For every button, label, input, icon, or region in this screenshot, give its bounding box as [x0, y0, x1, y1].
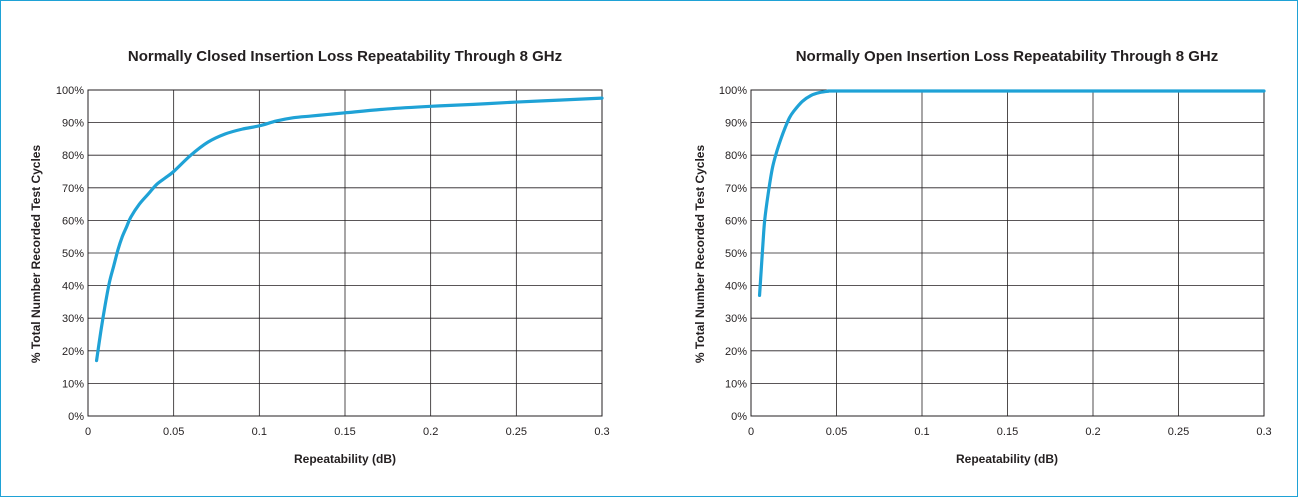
x-tick-label: 0.15: [334, 426, 355, 438]
y-tick-label: 70%: [62, 183, 84, 195]
y-tick-label: 90%: [62, 118, 84, 130]
y-tick-label: 0%: [68, 411, 84, 423]
x-axis-label: Repeatability (dB): [956, 452, 1058, 466]
chart-normally-open-svg: Normally Open Insertion Loss Repeatabili…: [693, 48, 1272, 466]
x-tick-label: 0.25: [1168, 426, 1189, 438]
plot-area-border: [87, 89, 603, 417]
y-tick-label: 100%: [56, 85, 84, 97]
x-tick-label: 0.2: [1085, 426, 1100, 438]
y-tick-label: 10%: [725, 378, 747, 390]
chart-title: Normally Closed Insertion Loss Repeatabi…: [128, 48, 562, 65]
chart-normally-open: Normally Open Insertion Loss Repeatabili…: [649, 0, 1298, 497]
y-tick-label: 50%: [725, 248, 747, 260]
chart-normally-closed-svg: Normally Closed Insertion Loss Repeatabi…: [29, 48, 610, 466]
x-tick-label: 0.1: [252, 426, 267, 438]
x-tick-label: 0.2: [423, 426, 438, 438]
x-tick-label: 0.3: [594, 426, 609, 438]
x-tick-label: 0: [85, 426, 91, 438]
y-tick-label: 20%: [62, 346, 84, 358]
chart-title: Normally Open Insertion Loss Repeatabili…: [796, 48, 1219, 65]
x-tick-label: 0.25: [506, 426, 527, 438]
x-axis-label: Repeatability (dB): [294, 452, 396, 466]
series-line: [94, 96, 604, 363]
grid-lines: [750, 89, 1265, 417]
x-tick-label: 0.05: [826, 426, 847, 438]
y-tick-label: 80%: [725, 150, 747, 162]
y-tick-label: 50%: [62, 248, 84, 260]
y-tick-label: 60%: [62, 215, 84, 227]
y-tick-label: 60%: [725, 215, 747, 227]
x-tick-label: 0: [748, 426, 754, 438]
y-axis-label: % Total Number Recorded Test Cycles: [29, 145, 43, 364]
y-tick-label: 70%: [725, 183, 747, 195]
y-tick-label: 40%: [725, 281, 747, 293]
y-tick-label: 40%: [62, 281, 84, 293]
x-tick-label: 0.3: [1256, 426, 1271, 438]
y-tick-label: 30%: [62, 313, 84, 325]
y-axis-label: % Total Number Recorded Test Cycles: [693, 145, 707, 364]
x-tick-label: 0.15: [997, 426, 1018, 438]
y-tick-label: 10%: [62, 378, 84, 390]
y-tick-label: 80%: [62, 150, 84, 162]
y-tick-label: 20%: [725, 346, 747, 358]
y-tick-label: 0%: [731, 411, 747, 423]
x-tick-label: 0.05: [163, 426, 184, 438]
y-tick-label: 90%: [725, 118, 747, 130]
series-line: [757, 89, 1266, 297]
x-tick-label: 0.1: [914, 426, 929, 438]
y-tick-label: 100%: [719, 85, 747, 97]
y-tick-label: 30%: [725, 313, 747, 325]
chart-normally-closed: Normally Closed Insertion Loss Repeatabi…: [29, 48, 610, 466]
grid-lines: [87, 89, 603, 417]
